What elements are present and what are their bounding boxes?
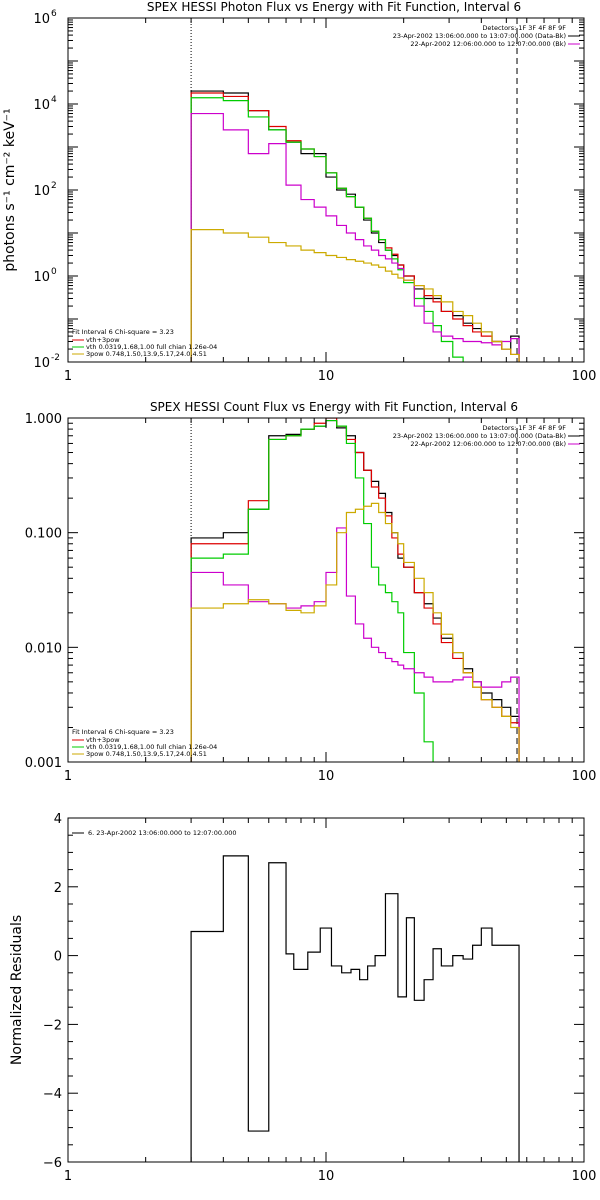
count-series-3 (190, 527, 520, 762)
count-y-tick-label: 0.010 (25, 641, 62, 656)
photon-series-1 (190, 92, 520, 362)
photon-y-tick-label: 10 (33, 12, 50, 27)
count-legend-vth-label: vth 0.0319,1.68,1.00 full chian 1.26e-04 (86, 743, 217, 751)
count-legend-fit-header: Fit Interval 6 Chi-square = 3.23 (72, 728, 174, 736)
residuals-y-tick-label: −6 (43, 1156, 62, 1171)
residuals-legend-label: 6. 23-Apr-2002 13:06:00.000 to 12:07:00.… (88, 829, 237, 837)
count-legend-data-label: 23-Apr-2002 13:06:00.000 to 13:07:00.000… (393, 432, 566, 440)
photon-legend-detectors: Detectors: 1F 3F 4F 8F 9F (482, 24, 566, 32)
count-chart-title: SPEX HESSI Count Flux vs Energy with Fit… (150, 400, 518, 414)
count-legend-bk-label: 22-Apr-2002 12:06:00.000 to 12:07:00.000… (410, 440, 566, 448)
count-legend-3pow-label: 3pow 0.748,1.50,13.9,5.17,24.0,4.51 (86, 750, 207, 758)
count-series-4 (190, 502, 520, 762)
photon-y-tick-exponent: 0 (51, 267, 57, 277)
residuals-x-tick-label: 10 (318, 1169, 335, 1184)
photon-legend-bottom: Fit Interval 6 Chi-square = 3.23 vth+3po… (72, 328, 217, 358)
count-legend-total-label: vth+3pow (86, 736, 120, 744)
photon-y-tick-exponent: -2 (51, 353, 60, 363)
count-series-2 (190, 419, 434, 762)
photon-legend-bk-label: 22-Apr-2002 12:06:00.000 to 12:07:00.000… (410, 40, 566, 48)
photon-y-axis-label: photons s⁻¹ cm⁻² keV⁻¹ (2, 108, 18, 271)
photon-y-tick-label: 10 (33, 270, 50, 285)
count-y-tick-label: 0.001 (25, 756, 62, 771)
photon-y-tick-label: 10 (33, 356, 50, 371)
residuals-x-tick-label: 100 (572, 1169, 597, 1184)
residuals-panel: 1 10 100 4 2 0 −2 −4 −6 Normalized Residuals 6. … (9, 812, 596, 1184)
photon-legend-top: Detectors: 1F 3F 4F 8F 9F 23-Apr-2002 13… (393, 24, 580, 48)
count-x-tick-label: 10 (318, 769, 335, 784)
count-x-tick-label: 1 (64, 769, 72, 784)
photon-series-0 (190, 90, 520, 362)
residuals-y-axis-label: Normalized Residuals (9, 915, 25, 1065)
residuals-y-tick-label: 4 (54, 812, 62, 827)
photon-series-3 (190, 112, 520, 362)
residuals-plot-frame (67, 817, 585, 1163)
count-y-tick-label: 1.000 (25, 412, 62, 427)
count-y-tick-label: 0.100 (25, 527, 62, 542)
count-legend-bottom: Fit Interval 6 Chi-square = 3.23 vth+3po… (72, 728, 217, 758)
photon-y-tick-exponent: 4 (51, 95, 57, 105)
photon-legend-data-label: 23-Apr-2002 13:06:00.000 to 13:07:00.000… (393, 32, 566, 40)
photon-legend-fit-header: Fit Interval 6 Chi-square = 3.23 (72, 328, 174, 336)
photon-legend-total-label: vth+3pow (86, 336, 120, 344)
residuals-y-tick-label: −4 (43, 1087, 62, 1102)
photon-chart-title: SPEX HESSI Photon Flux vs Energy with Fi… (147, 0, 521, 14)
photon-flux-panel: SPEX HESSI Photon Flux vs Energy with Fi… (2, 0, 597, 384)
residuals-y-tick-label: −2 (43, 1018, 62, 1033)
photon-x-tick-label: 100 (572, 369, 597, 384)
residuals-x-tick-label: 1 (64, 1169, 72, 1184)
photon-y-tick-label: 10 (33, 184, 50, 199)
photon-legend-vth-label: vth 0.0319,1.68,1.00 full chian 1.26e-04 (86, 343, 217, 351)
photon-series-2 (190, 97, 464, 362)
residuals-series-0 (190, 855, 520, 1162)
residuals-legend: 6. 23-Apr-2002 13:06:00.000 to 12:07:00.… (72, 829, 237, 837)
photon-y-tick-exponent: 6 (51, 9, 57, 19)
photon-legend-3pow-label: 3pow 0.748,1.50,13.9,5.17,24.0,4.51 (86, 350, 207, 358)
residuals-y-tick-label: 0 (54, 950, 62, 965)
count-flux-panel: SPEX HESSI Count Flux vs Energy with Fit… (25, 400, 597, 784)
photon-y-tick-exponent: 2 (51, 181, 57, 191)
photon-plot-frame (67, 17, 585, 363)
photon-series-4 (190, 228, 520, 362)
count-x-tick-label: 100 (572, 769, 597, 784)
photon-y-tick-label: 10 (33, 98, 50, 113)
residuals-y-tick-label: 2 (54, 881, 62, 896)
count-legend-detectors: Detectors: 1F 3F 4F 8F 9F (482, 424, 566, 432)
count-legend-top: Detectors: 1F 3F 4F 8F 9F 23-Apr-2002 13… (393, 424, 580, 448)
photon-x-tick-label: 10 (318, 369, 335, 384)
photon-x-tick-label: 1 (64, 369, 72, 384)
